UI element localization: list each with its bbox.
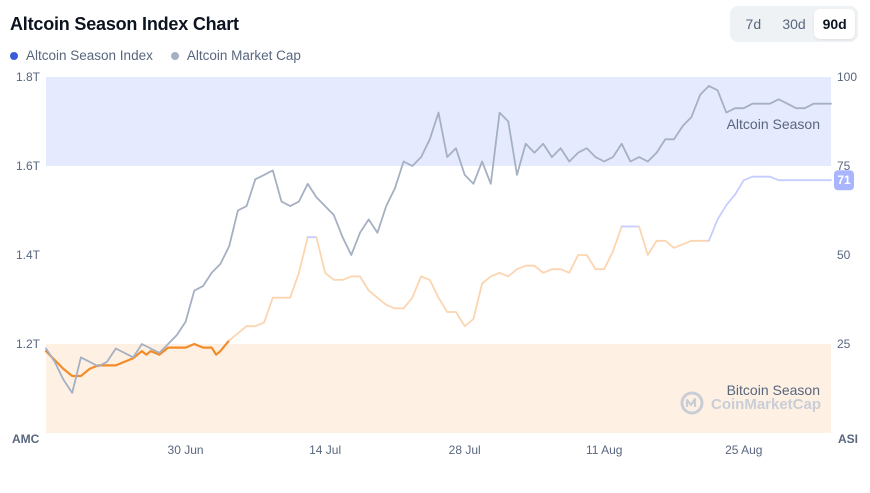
x-axis-tick: 25 Aug [725,443,762,457]
x-axis-tick: 14 Jul [309,443,341,457]
legend-item-altcoin-season-index[interactable]: Altcoin Season Index [10,48,153,63]
watermark-text: CoinMarketCap [711,396,821,413]
altcoin-season-label: Altcoin Season [727,116,820,132]
right-axis-tick: 75 [837,159,851,173]
legend-label: Altcoin Market Cap [186,48,301,63]
altcoin-season-index-line [44,339,231,378]
altcoin-market-cap-line [45,85,832,394]
coinmarketcap-watermark: CoinMarketCap [680,391,821,415]
current-value-text: 71 [837,173,851,187]
x-axis-tick: 11 Aug [586,443,622,457]
altcoin-season-index-line [228,236,309,342]
legend-dot-icon [170,51,179,60]
left-axis-tick: 1.4T [16,248,41,262]
right-axis-tick: 25 [837,337,851,351]
x-axis-tick: 30 Jun [168,443,204,457]
bitcoin-season-zone [46,344,831,433]
left-axis-tick: 1.8T [16,70,41,84]
legend-label: Altcoin Season Index [26,48,153,63]
altcoin-season-index-line [708,175,832,242]
time-range-selector: 7d 30d 90d [730,6,858,42]
altcoin-season-index-line [315,225,623,328]
bitcoin-season-label: Bitcoin Season [727,382,820,398]
right-axis-tick: 50 [837,248,851,262]
x-axis-tick: 28 Jul [449,443,481,457]
right-axis-tick: 100 [837,70,857,84]
current-value-badge: 71 [834,170,854,191]
altcoin-season-index-line [638,225,710,256]
range-7d-button[interactable]: 7d [745,16,762,32]
left-axis-title: AMC [12,432,40,446]
altcoin-season-zone [46,77,831,166]
range-90d-button[interactable]: 90d [814,9,856,39]
chart-legend: Altcoin Season Index Altcoin Market Cap [10,48,301,63]
legend-item-altcoin-market-cap[interactable]: Altcoin Market Cap [170,48,301,63]
range-30d-button[interactable]: 30d [782,16,806,32]
right-axis-title: ASI [838,432,858,446]
legend-dot-icon [10,51,18,60]
page-title: Altcoin Season Index Chart [10,14,239,34]
coinmarketcap-logo-icon [680,391,704,415]
left-axis-tick: 1.6T [16,159,41,173]
left-axis-tick: 1.2T [16,337,41,351]
